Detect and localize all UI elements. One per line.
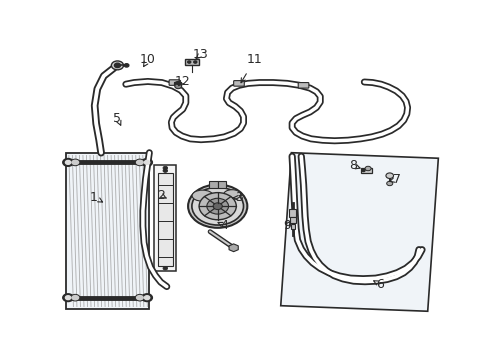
Circle shape	[142, 294, 152, 302]
Polygon shape	[281, 153, 439, 311]
Text: 9: 9	[283, 219, 291, 232]
Circle shape	[63, 158, 74, 166]
Bar	[361, 168, 372, 173]
Text: 11: 11	[247, 53, 263, 66]
FancyBboxPatch shape	[234, 81, 245, 86]
Bar	[158, 174, 172, 266]
Circle shape	[174, 81, 182, 87]
Bar	[290, 217, 295, 223]
Bar	[218, 181, 226, 188]
Circle shape	[163, 169, 168, 172]
Circle shape	[63, 294, 74, 302]
Text: 2: 2	[157, 189, 165, 202]
Bar	[291, 224, 295, 229]
Bar	[66, 153, 149, 309]
Circle shape	[111, 61, 123, 70]
Circle shape	[135, 294, 145, 301]
Circle shape	[213, 203, 222, 210]
FancyBboxPatch shape	[298, 82, 309, 88]
Text: 12: 12	[175, 75, 191, 88]
Circle shape	[145, 161, 150, 164]
Circle shape	[188, 61, 191, 63]
Bar	[209, 181, 218, 188]
Text: 8: 8	[349, 159, 357, 172]
Circle shape	[124, 64, 129, 67]
Circle shape	[66, 161, 71, 164]
Circle shape	[362, 169, 365, 172]
Circle shape	[194, 61, 197, 63]
Ellipse shape	[223, 190, 241, 199]
Circle shape	[114, 63, 121, 68]
Text: 5: 5	[114, 112, 122, 125]
Circle shape	[71, 159, 80, 166]
Circle shape	[188, 185, 247, 228]
FancyBboxPatch shape	[169, 80, 180, 85]
Circle shape	[66, 296, 71, 300]
Bar	[154, 165, 176, 270]
Circle shape	[135, 159, 145, 166]
Circle shape	[387, 181, 393, 186]
Circle shape	[163, 166, 168, 170]
Circle shape	[365, 166, 371, 171]
Text: 3: 3	[235, 192, 243, 204]
Circle shape	[386, 173, 393, 179]
Bar	[290, 209, 296, 217]
Circle shape	[145, 296, 150, 300]
Circle shape	[199, 193, 236, 220]
Text: 13: 13	[193, 48, 209, 61]
Text: 1: 1	[90, 190, 98, 203]
Circle shape	[71, 294, 80, 301]
Bar	[185, 59, 199, 65]
Circle shape	[192, 187, 244, 225]
Circle shape	[142, 158, 152, 166]
Circle shape	[175, 84, 182, 89]
Circle shape	[207, 198, 228, 214]
Text: 7: 7	[393, 172, 401, 185]
Circle shape	[163, 267, 168, 270]
Text: 10: 10	[140, 53, 156, 66]
Text: 4: 4	[220, 219, 228, 232]
Text: 6: 6	[376, 278, 384, 291]
Ellipse shape	[192, 190, 213, 201]
